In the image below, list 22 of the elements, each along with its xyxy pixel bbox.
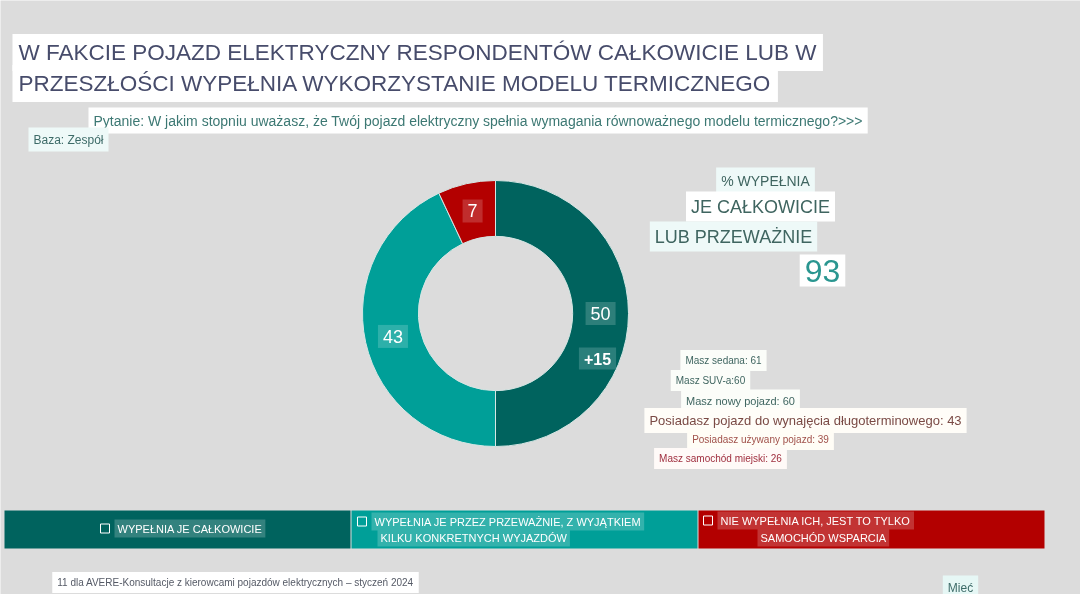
- legend-label: WYPEŁNIA JE CAŁKOWICIE: [117, 522, 262, 535]
- chart-title: W FAKCIE POJAZD ELEKTRYCZNY RESPONDENTÓW CAŁKOWICIE LUB W PRZESZŁOŚCI WYPEŁNIA WYKORZYSTANIE MODELU TERMICZNEGO: [18, 40, 818, 96]
- text: 93: [804, 252, 841, 289]
- data-label: 50: [590, 304, 611, 324]
- text: Mieć: [947, 580, 974, 594]
- text: +15: [583, 350, 612, 368]
- data-label: 43: [382, 326, 403, 347]
- text: Masz samochód miejski: 26: [659, 453, 783, 464]
- legend-label: WYPEŁNIA JE PRZEZ PRZEWAŻNIE, Z WYJĄTKIEM KILKU KONKRETNYCH WYJAZDÓW: [374, 515, 641, 544]
- text: Masz sedana: 61: [685, 355, 763, 366]
- text: Masz SUV-a:60: [675, 375, 746, 386]
- text: Baza: Zespół: [33, 132, 104, 147]
- legend-label: NIE WYPEŁNIA ICH, JEST TO TYLKO SAMOCHÓD WSPARCIA: [720, 514, 911, 544]
- data-label: 7: [467, 201, 478, 222]
- text: JE CAŁKOWICIE: [690, 196, 831, 217]
- text: % WYPEŁNIA: [721, 172, 811, 189]
- text: LUB PRZEWAŻNIE: [654, 226, 813, 247]
- text: Posiadasz pojazd do wynajęcia długoterminowego: 43: [649, 413, 962, 428]
- text: Masz nowy pojazd: 60: [686, 394, 795, 407]
- text: 11 dla AVERE-Konsultacje z kierowcami pojazdów elektrycznych – styczeń 2024: [57, 577, 414, 588]
- text: Posiadasz używany pojazd: 39: [692, 434, 830, 445]
- chart-subtitle: Pytanie: W jakim stopniu uważasz, że Twój pojazd elektryczny spełnia wymagania równoważnego modelu termicznego?>>>: [93, 112, 863, 129]
